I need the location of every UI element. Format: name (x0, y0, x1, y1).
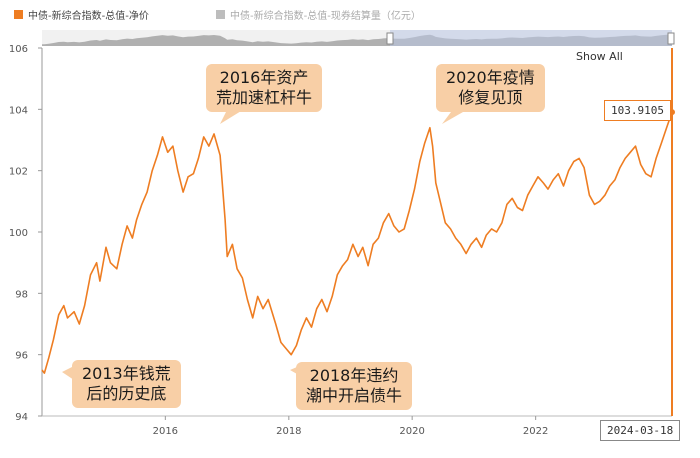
annotation-line: 2016年资产 (219, 68, 309, 87)
annotation-2013-pointer (62, 366, 74, 380)
range-navigator[interactable] (42, 30, 675, 46)
annotation-line: 2020年疫情 (446, 68, 535, 87)
annotation-2016-pointer (220, 108, 246, 124)
value-tooltip: 103.9105 (604, 100, 671, 121)
y-tick-label: 96 (15, 351, 28, 362)
date-tooltip: 2024-03-18 (600, 420, 681, 441)
annotation-2013: 2013年钱荒 后的历史底 (72, 360, 181, 408)
annotation-line: 荒加速杠杆牛 (216, 88, 313, 107)
annotation-line: 后的历史底 (86, 384, 167, 403)
y-tick-label: 104 (9, 105, 28, 116)
x-tick-label: 2020 (399, 426, 424, 437)
navigator-selection (390, 30, 672, 46)
annotation-line: 2013年钱荒 (82, 364, 171, 383)
x-axis: 2016 2018 2020 2022 (153, 416, 548, 437)
annotation-2016: 2016年资产 荒加速杠杆牛 (206, 64, 323, 112)
y-tick-label: 106 (9, 44, 28, 55)
annotation-line: 2018年违约 (309, 366, 399, 385)
legend-item-net-price[interactable]: 中债-新综合指数-总值-净价 (14, 6, 149, 22)
annotation-2020: 2020年疫情 修复见顶 (436, 64, 545, 112)
legend-swatch-orange (14, 9, 23, 19)
y-tick-label: 102 (9, 167, 28, 178)
y-tick-label: 100 (9, 228, 28, 239)
x-tick-label: 2022 (523, 426, 548, 437)
y-tick-label: 94 (15, 412, 28, 423)
annotation-line: 潮中开启债牛 (306, 386, 403, 405)
annotation-line: 修复见顶 (458, 88, 523, 107)
series-line-net-price (41, 111, 673, 374)
y-axis: 94 96 98 100 102 104 106 (9, 44, 42, 423)
show-all-button[interactable]: Show All (576, 50, 623, 63)
annotation-2018: 2018年违约 潮中开启债牛 (296, 362, 413, 410)
navigator-handle-right[interactable] (667, 32, 675, 45)
legend-label: 中债-新综合指数-总值-净价 (28, 10, 149, 22)
x-tick-label: 2016 (153, 426, 178, 437)
x-tick-label: 2018 (276, 426, 301, 437)
legend-item-volume[interactable]: 中债-新综合指数-总值-现券结算量（亿元） (216, 6, 421, 22)
navigator-handle-left[interactable] (386, 32, 394, 45)
legend-swatch-gray (216, 9, 225, 19)
annotation-2020-pointer (442, 108, 470, 124)
legend-label: 中债-新综合指数-总值-现券结算量（亿元） (230, 10, 421, 22)
annotation-pointers (62, 108, 470, 380)
y-tick-label: 98 (15, 289, 28, 300)
